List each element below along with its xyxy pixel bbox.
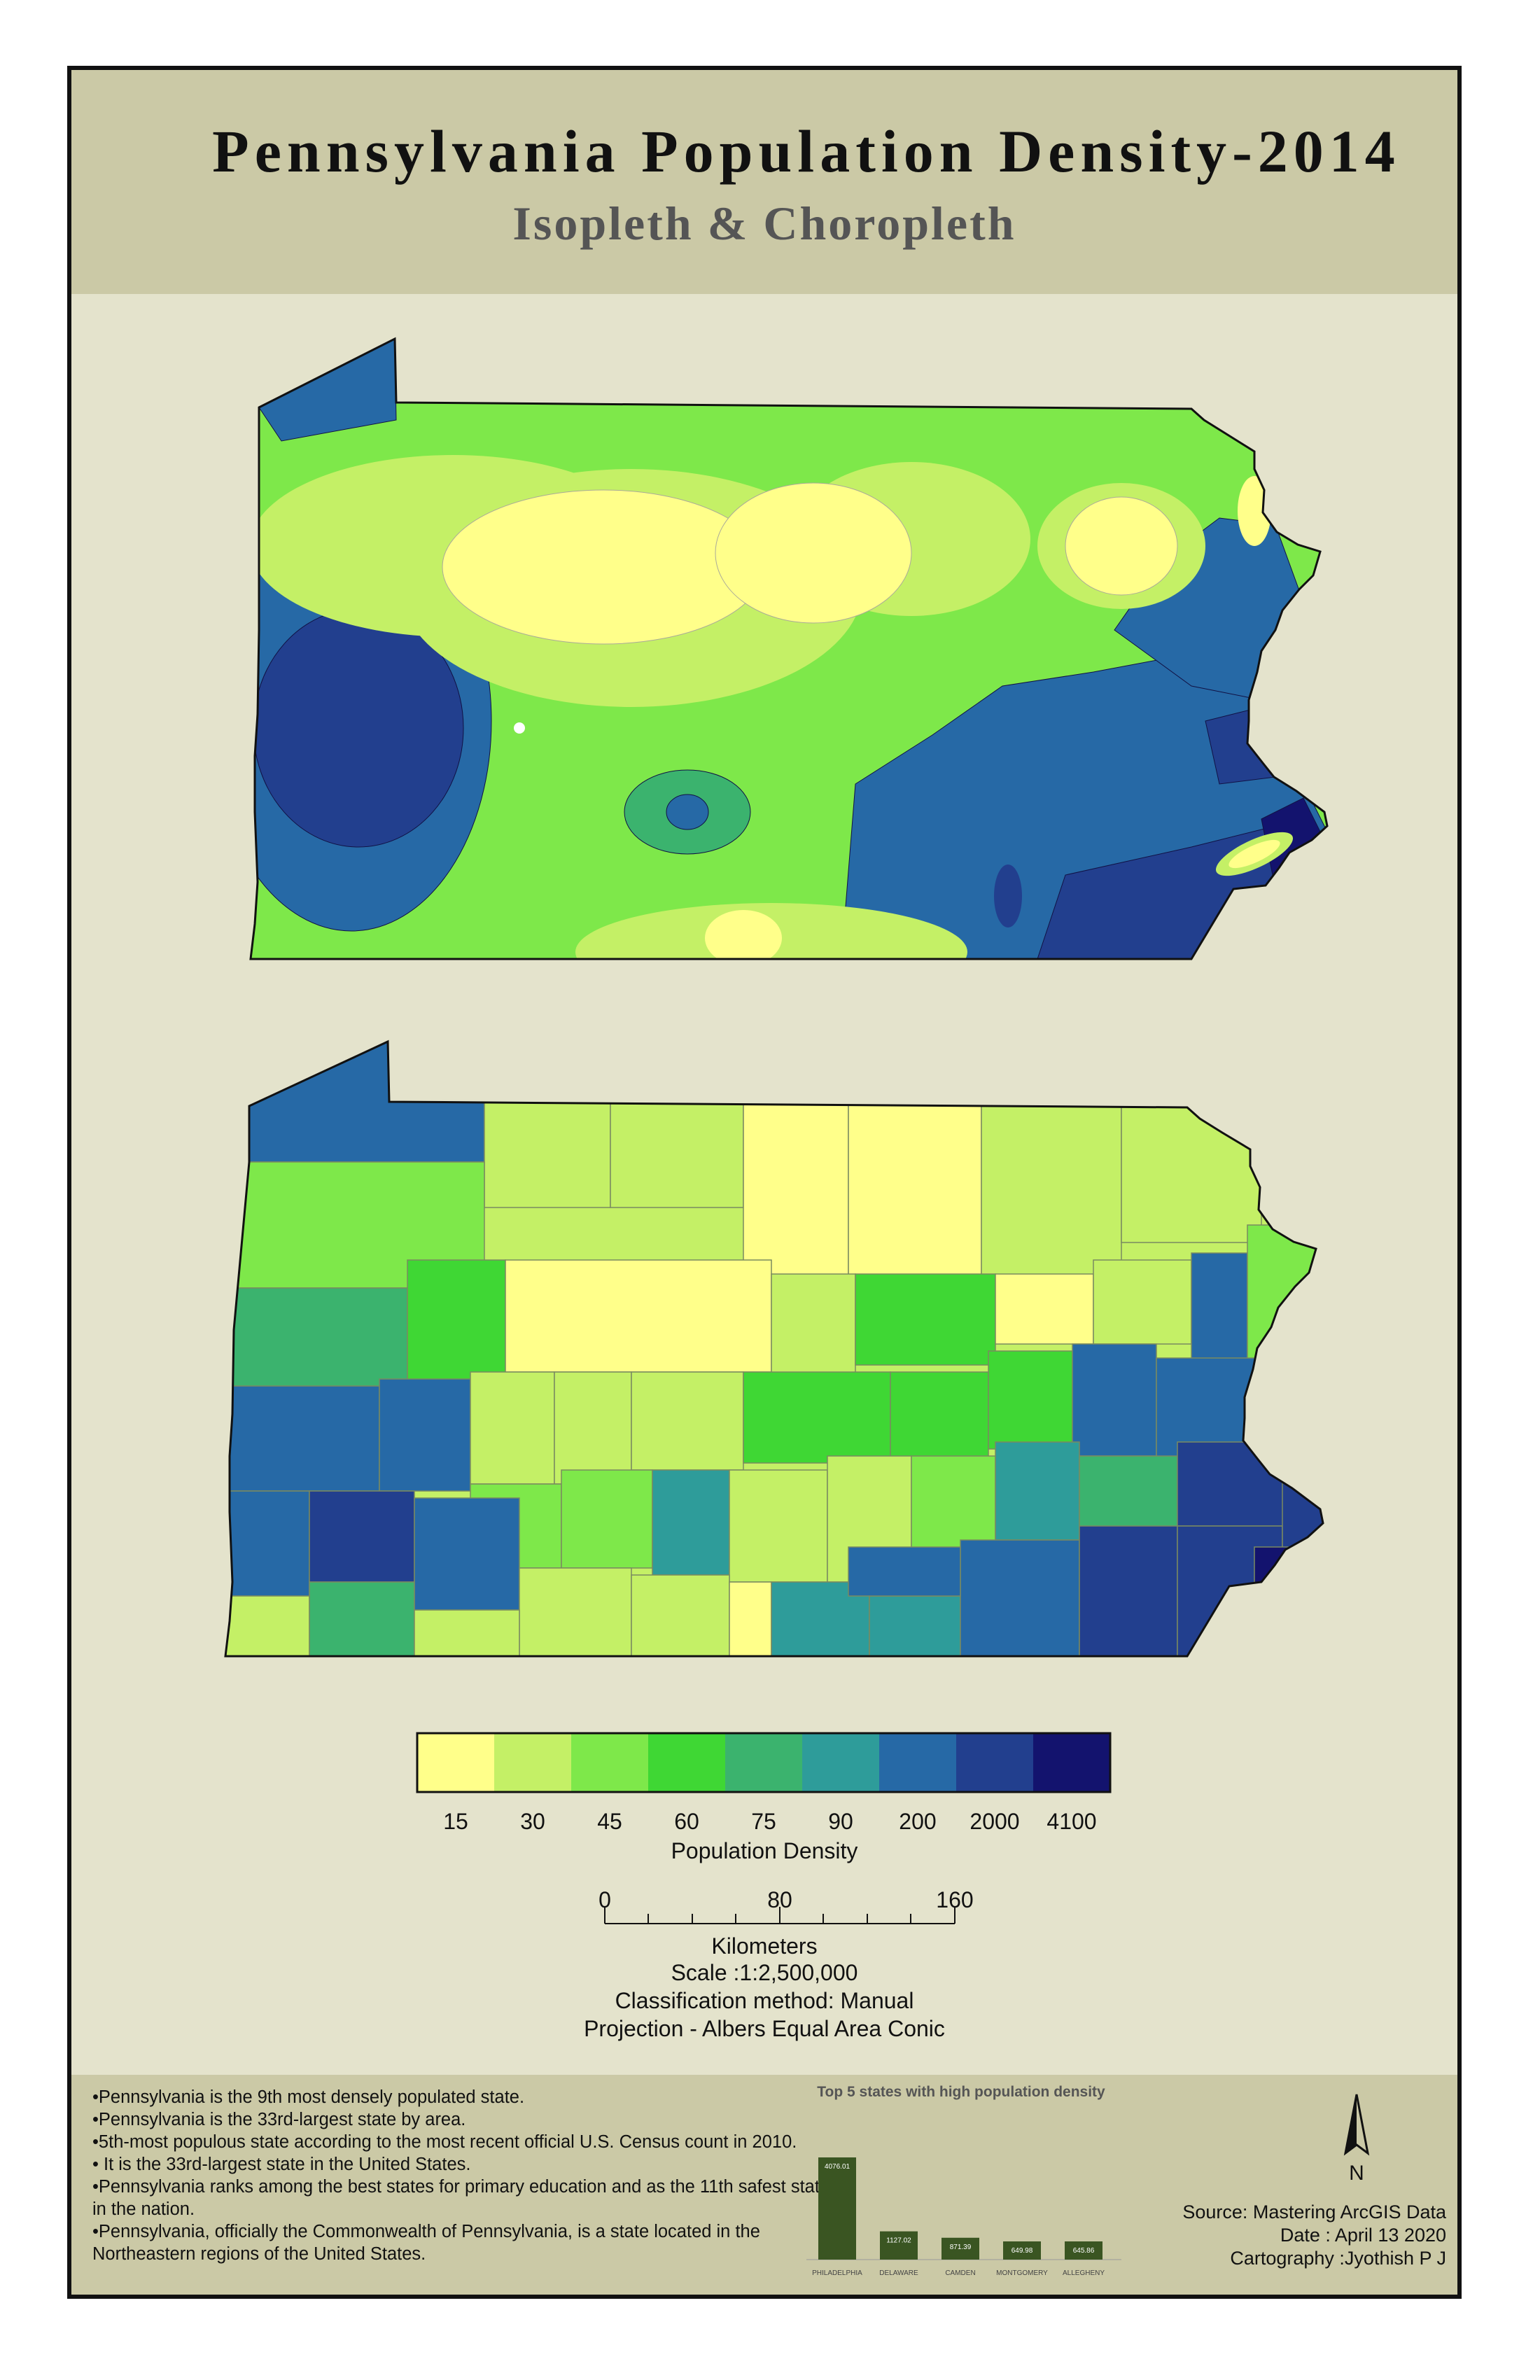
chart-bar <box>880 2231 918 2260</box>
cartography-credit: Cartography :Jyothish P J <box>1230 2248 1446 2269</box>
legend-ramp-border <box>416 1732 1112 1793</box>
legend-swatch <box>494 1733 571 1792</box>
legend-swatch <box>571 1733 648 1792</box>
chart-value-label: 649.98 <box>1011 2247 1033 2255</box>
legend-class-label: 4100 <box>1046 1809 1097 1834</box>
legend-ramp <box>416 1732 1112 1793</box>
legend-swatch <box>725 1733 802 1792</box>
scale-units: Kilometers <box>711 1933 818 1959</box>
map-title: Pennsylvania Population Density-2014 <box>212 118 1401 185</box>
map-subtitle: Isopleth & Choropleth <box>512 197 1016 250</box>
chart-plot: 4076.01 PHILADELPHIA 1127.02 DELAWARE 871.39… <box>806 2157 1121 2277</box>
fact-item: • It is the 33rd-largest state in the Un… <box>92 2155 471 2174</box>
choropleth-map <box>224 1040 1324 1658</box>
legend-swatch <box>802 1733 879 1792</box>
legend-class-label: 2000 <box>969 1809 1020 1834</box>
scale-tick-0: 0 <box>598 1887 611 1912</box>
chart-bar <box>1003 2241 1041 2260</box>
source-credit: Source: Mastering ArcGIS Data <box>1182 2202 1446 2222</box>
chart-bar <box>1065 2241 1102 2260</box>
legend-class-label: 15 <box>443 1809 468 1834</box>
chart-bar <box>941 2237 979 2260</box>
fact-item: •Pennsylvania, officially the Commonweal… <box>92 2222 760 2264</box>
scale-tick-80: 80 <box>767 1887 792 1912</box>
chart-category-label: MONTGOMERY <box>996 2269 1048 2277</box>
legend-swatch <box>417 1733 494 1792</box>
fact-item: •5th-most populous state according to th… <box>92 2132 797 2152</box>
legend-class-label: 30 <box>520 1809 545 1834</box>
legend-swatch <box>1033 1733 1110 1792</box>
legend-swatch <box>879 1733 956 1792</box>
chart-value-label: 1127.02 <box>886 2237 911 2245</box>
date-credit: Date : April 13 2020 <box>1280 2225 1446 2246</box>
legend-class-label: 75 <box>751 1809 776 1834</box>
map-layout-frame: Pennsylvania Population Density-2014 Iso… <box>67 66 1462 2299</box>
chart-value-label: 4076.01 <box>825 2163 850 2171</box>
legend-title: Population Density <box>671 1838 858 1863</box>
north-label: N <box>1349 2162 1364 2185</box>
fact-item: •Pennsylvania is the 33rd-largest state … <box>92 2110 466 2129</box>
legend-class-label: 60 <box>674 1809 699 1834</box>
isopleth-map <box>249 337 1329 960</box>
footer-band: •Pennsylvania is the 9th most densely po… <box>71 2075 1457 2295</box>
legend-swatch <box>956 1733 1033 1792</box>
header-band: Pennsylvania Population Density-2014 Iso… <box>71 70 1457 294</box>
chart-category-label: PHILADELPHIA <box>812 2269 862 2277</box>
chart-title: Top 5 states with high population densit… <box>817 2084 1105 2100</box>
legend-class-label: 45 <box>597 1809 622 1834</box>
chart-category-label: DELAWARE <box>879 2269 918 2277</box>
legend-class-label: 200 <box>899 1809 937 1834</box>
scale-bar <box>604 1907 955 1924</box>
fact-item: •Pennsylvania is the 9th most densely po… <box>92 2087 525 2107</box>
projection-note: Projection - Albers Equal Area Conic <box>584 2016 945 2041</box>
classification-method: Classification method: Manual <box>615 1988 914 2013</box>
scale-tick-160: 160 <box>936 1887 974 1912</box>
north-arrow-icon: N <box>1343 2094 1370 2185</box>
facts-list: •Pennsylvania is the 9th most densely po… <box>92 2086 834 2265</box>
legend-class-label: 90 <box>828 1809 853 1834</box>
chart-value-label: 871.39 <box>950 2244 972 2251</box>
legend-swatch <box>648 1733 725 1792</box>
credits: Source: Mastering ArcGIS Data Date : Apr… <box>1182 2201 1446 2270</box>
fact-item: •Pennsylvania ranks among the best state… <box>92 2177 830 2219</box>
chart-value-label: 645.86 <box>1073 2247 1095 2255</box>
chart-bar <box>818 2157 856 2260</box>
scale-ratio: Scale :1:2,500,000 <box>671 1960 858 1985</box>
chart-category-label: ALLEGHENY <box>1063 2269 1105 2277</box>
top5-chart: Top 5 states with high population densit… <box>790 2075 1133 2295</box>
chart-category-label: CAMDEN <box>945 2269 975 2277</box>
